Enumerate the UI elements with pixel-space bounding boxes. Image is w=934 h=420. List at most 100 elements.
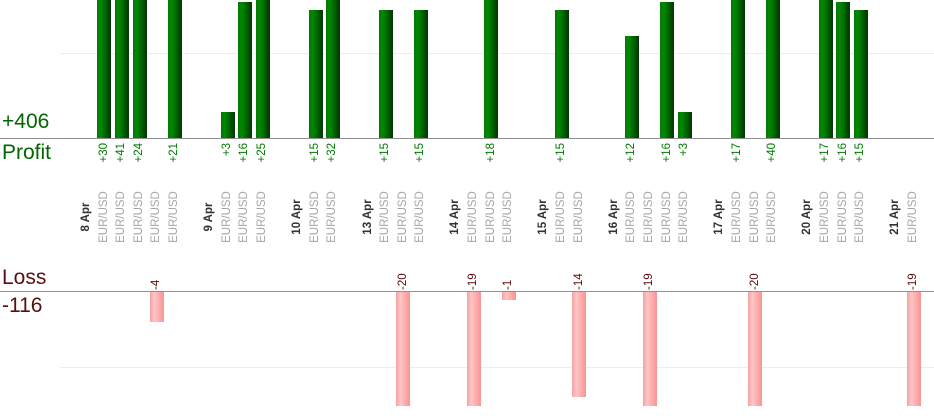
profit-total: +406 — [2, 110, 50, 133]
trade-column: -20 EUR/USD — [747, 0, 765, 420]
profit-bar-clip — [238, 0, 253, 138]
symbol-label: EUR/USD — [238, 191, 251, 243]
profit-bar-clip — [255, 0, 270, 138]
day-group: 20 Apr +17 EUR/USD +16 EUR/USD +15 EUR/USD — [799, 0, 869, 420]
symbol-label-wrap: EUR/USD — [307, 182, 325, 252]
date-label: 8 Apr — [80, 202, 92, 232]
trade-column: +16 EUR/USD — [659, 0, 677, 420]
profit-bar-clip — [853, 0, 868, 138]
symbol-label-wrap: EUR/USD — [571, 182, 589, 252]
trade-column: -20 EUR/USD — [395, 0, 413, 420]
profit-bar — [660, 2, 675, 138]
symbol-label: EUR/USD — [906, 191, 919, 243]
date-label-wrap: 17 Apr — [711, 182, 729, 252]
profit-bar-clip — [220, 0, 235, 138]
trade-column: +3 EUR/USD — [219, 0, 237, 420]
symbol-label-wrap: EUR/USD — [166, 182, 184, 252]
trade-column: +21 EUR/USD — [166, 0, 184, 420]
date-label-wrap: 21 Apr — [887, 182, 905, 252]
symbol-label-wrap: EUR/USD — [659, 182, 677, 252]
date-label: 9 Apr — [203, 202, 216, 232]
symbol-label-wrap: EUR/USD — [764, 182, 782, 252]
date-label-wrap: 16 Apr — [606, 182, 624, 252]
profit-axis-title: Profit — [2, 141, 52, 164]
trade-column: +18 EUR/USD — [483, 0, 501, 420]
symbol-label: EUR/USD — [326, 191, 339, 243]
day-group: 17 Apr +17 EUR/USD -20 EUR/USD +40 EUR/USD — [711, 0, 781, 420]
date-slot: 16 Apr — [606, 0, 624, 420]
profit-bar-clip — [836, 0, 851, 138]
date-slot: 21 Apr — [887, 0, 905, 420]
profit-bar-clip — [326, 0, 341, 138]
date-label: 17 Apr — [713, 199, 726, 235]
day-group: 10 Apr +15 EUR/USD +32 EUR/USD — [289, 0, 342, 420]
symbol-label: EUR/USD — [643, 191, 655, 243]
trade-column: -19 EUR/USD — [905, 0, 923, 420]
trade-column: -14 EUR/USD — [571, 0, 589, 420]
symbol-label-wrap: EUR/USD — [148, 182, 166, 252]
profit-bar-clip — [730, 0, 745, 138]
trade-column: +3 EUR/USD — [676, 0, 694, 420]
profit-bar — [167, 0, 182, 138]
loss-bar-clip — [502, 292, 517, 406]
profit-bar — [114, 0, 129, 138]
symbol-label-wrap: EUR/USD — [465, 182, 483, 252]
profit-bar — [97, 0, 112, 138]
profit-bar — [625, 36, 640, 138]
symbol-label-wrap: EUR/USD — [747, 182, 765, 252]
date-label-wrap: 20 Apr — [799, 182, 817, 252]
symbol-label-wrap: EUR/USD — [395, 182, 413, 252]
loss-bar — [642, 292, 657, 406]
symbol-label: EUR/USD — [255, 191, 268, 243]
loss-bar-clip — [572, 292, 587, 406]
symbol-label: EUR/USD — [308, 191, 321, 243]
date-slot: 13 Apr — [360, 0, 378, 420]
profit-bar — [730, 0, 745, 138]
loss-bar-clip — [906, 292, 921, 406]
date-label: 10 Apr — [291, 199, 304, 235]
symbol-label-wrap: EUR/USD — [113, 182, 131, 252]
profit-bar — [484, 0, 499, 138]
profit-bar — [818, 0, 833, 138]
profit-bar-clip — [378, 0, 393, 138]
profit-bar-clip — [660, 0, 675, 138]
trade-column: +25 EUR/USD — [254, 0, 272, 420]
symbol-label: EUR/USD — [502, 191, 515, 243]
symbol-label-wrap: EUR/USD — [852, 182, 870, 252]
date-slot: 17 Apr — [711, 0, 729, 420]
date-label: 13 Apr — [361, 199, 374, 235]
trade-column: +15 EUR/USD — [377, 0, 395, 420]
symbol-label: EUR/USD — [836, 191, 849, 243]
trade-column: +15 EUR/USD — [852, 0, 870, 420]
loss-bar-clip — [150, 292, 165, 406]
day-group: 14 Apr -19 EUR/USD +18 EUR/USD -1 EUR/USD — [447, 0, 517, 420]
date-label-wrap: 13 Apr — [360, 182, 378, 252]
symbol-label-wrap: EUR/USD — [676, 182, 694, 252]
symbol-label: EUR/USD — [678, 191, 691, 243]
day-group: 9 Apr +3 EUR/USD +16 EUR/USD +25 EUR/USD — [201, 0, 271, 420]
date-label-wrap: 14 Apr — [447, 182, 465, 252]
trade-column: +30 EUR/USD — [96, 0, 114, 420]
profit-bar — [677, 112, 692, 138]
day-group: 21 Apr -19 EUR/USD — [887, 0, 922, 420]
symbol-label-wrap: EUR/USD — [641, 182, 659, 252]
symbol-label: EUR/USD — [748, 191, 761, 243]
trade-column: +40 EUR/USD — [764, 0, 782, 420]
loss-bar — [572, 292, 587, 397]
profit-bar-clip — [765, 0, 780, 138]
profit-bar — [132, 0, 147, 138]
profit-bar — [414, 10, 429, 138]
day-group: 16 Apr +12 EUR/USD -19 EUR/USD +16 EUR/USD +3 EU… — [606, 0, 694, 420]
date-label-wrap: 9 Apr — [201, 182, 219, 252]
loss-bar — [150, 292, 165, 322]
symbol-label-wrap: EUR/USD — [377, 182, 395, 252]
symbol-label: EUR/USD — [414, 191, 427, 243]
profit-bar — [255, 0, 270, 138]
symbol-label-wrap: EUR/USD — [131, 182, 149, 252]
profit-bar — [326, 0, 341, 138]
date-slot: 8 Apr — [78, 0, 96, 420]
profit-bar-clip — [167, 0, 182, 138]
symbol-label: EUR/USD — [167, 191, 180, 243]
symbol-label: EUR/USD — [220, 191, 233, 243]
